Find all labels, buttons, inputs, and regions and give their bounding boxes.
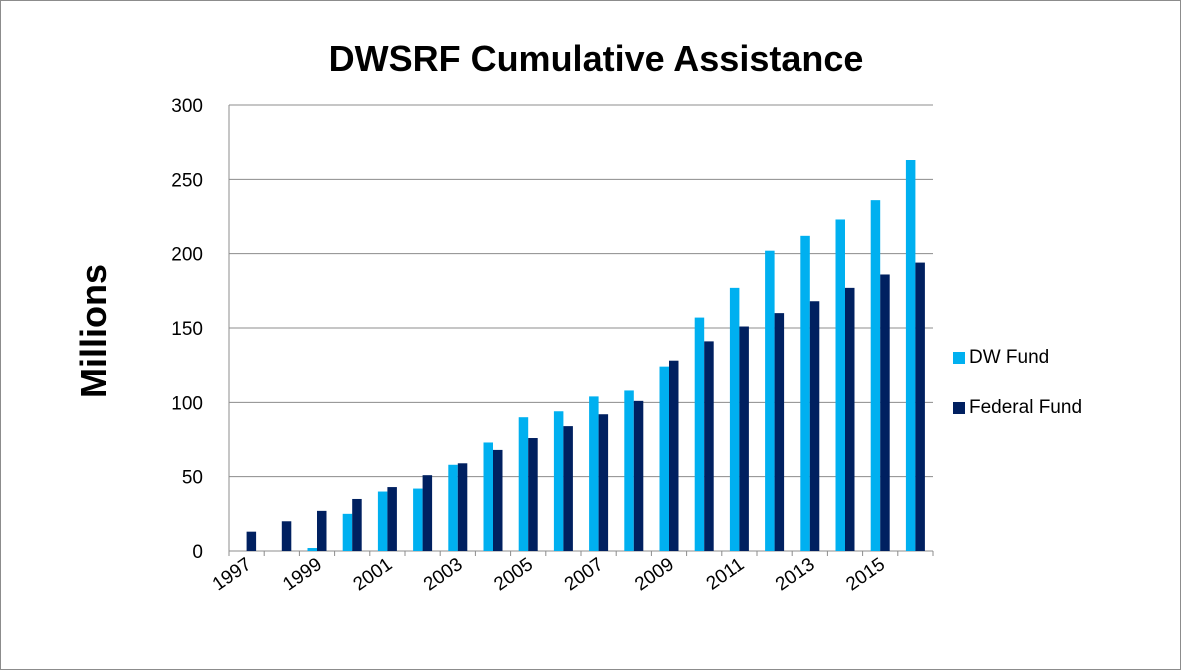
legend-label: DW Fund [969, 347, 1049, 368]
bar-federal-fund-1997 [246, 531, 257, 551]
bar-dw-fund-2012 [765, 250, 775, 551]
bar-dw-fund-2006 [553, 411, 564, 551]
bars [246, 160, 925, 552]
y-axis-ticks: 0 50 100 150 200 250 300 [171, 96, 203, 563]
bar-dw-fund-2014 [835, 219, 845, 551]
bar-federal-fund-1999 [317, 510, 327, 551]
x-tick-label: 1999 [279, 554, 326, 595]
bar-dw-fund-2004 [483, 442, 493, 551]
gridlines [228, 104, 934, 556]
bar-federal-fund-2012 [774, 313, 785, 551]
x-tick-label: 2003 [420, 554, 467, 595]
y-tick-label: 150 [171, 319, 203, 340]
bar-federal-fund-2015 [880, 274, 890, 551]
bar-dw-fund-2005 [518, 417, 529, 551]
y-tick-label: 50 [182, 468, 203, 489]
bar-federal-fund-2014 [845, 287, 855, 551]
bar-federal-fund-2011 [739, 326, 749, 551]
y-tick-label: 200 [171, 245, 203, 266]
legend-label: Federal Fund [969, 397, 1082, 418]
chart-title: DWSRF Cumulative Assistance [329, 38, 864, 79]
bar-dw-fund-2011 [729, 287, 740, 551]
bar-federal-fund-2006 [563, 426, 573, 551]
x-tick-label: 2015 [842, 554, 889, 595]
bar-federal-fund-2007 [598, 414, 609, 551]
bar-dw-fund-1999 [307, 548, 317, 551]
bar-federal-fund-2001 [387, 487, 397, 551]
x-tick-label: 2007 [561, 554, 608, 595]
legend-swatch [953, 352, 965, 364]
y-axis-label: Millions [73, 264, 114, 398]
x-tick-label: 2001 [350, 554, 397, 595]
x-tick-label: 2011 [703, 554, 749, 595]
bar-dw-fund-2001 [377, 491, 388, 551]
x-tick-label: 2005 [490, 554, 537, 595]
bar-dw-fund-2010 [694, 317, 705, 551]
bar-dw-fund-2003 [448, 464, 458, 551]
bar-dw-fund-2002 [413, 488, 423, 551]
bar-federal-fund-2016 [915, 262, 925, 551]
bar-dw-fund-2016 [905, 160, 916, 552]
bar-federal-fund-2004 [493, 449, 503, 551]
x-tick-label: 2013 [772, 554, 819, 595]
bar-dw-fund-2015 [870, 200, 881, 551]
bar-dw-fund-2009 [659, 366, 669, 551]
x-tick-label: 2009 [631, 554, 678, 595]
bar-federal-fund-2009 [669, 360, 679, 551]
bar-federal-fund-2000 [352, 498, 362, 551]
bar-dw-fund-2013 [800, 235, 810, 551]
x-tick-label: 1997 [209, 554, 256, 595]
y-tick-label: 250 [171, 170, 203, 191]
bar-federal-fund-2003 [457, 463, 468, 551]
y-tick-label: 0 [192, 542, 203, 563]
legend: DW Fund Federal Fund [953, 347, 1082, 418]
y-tick-label: 300 [171, 96, 203, 117]
bar-dw-fund-2008 [624, 390, 634, 551]
bar-federal-fund-2013 [809, 301, 820, 551]
bar-dw-fund-2007 [589, 396, 599, 551]
bar-federal-fund-2010 [704, 341, 714, 551]
bar-federal-fund-2008 [633, 400, 644, 551]
x-axis-ticks: 1997 1999 2001 2003 2005 2007 2009 2011 2013 2015 [209, 554, 889, 595]
bar-federal-fund-1998 [281, 521, 292, 551]
bar-federal-fund-2002 [422, 475, 433, 551]
y-tick-label: 100 [171, 393, 203, 414]
legend-swatch [953, 402, 965, 414]
bar-federal-fund-2005 [528, 438, 538, 551]
bar-dw-fund-2000 [342, 513, 353, 551]
